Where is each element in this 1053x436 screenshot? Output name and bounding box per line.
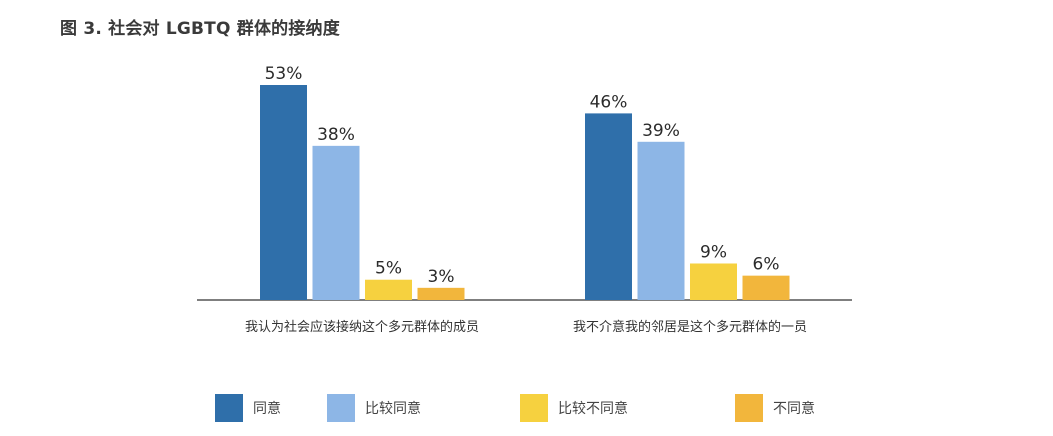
legend-item: 比较同意 [327, 393, 421, 423]
category-label: 我不介意我的邻居是这个多元群体的一员 [573, 319, 807, 335]
data-label: 38% [317, 125, 355, 145]
bar [365, 279, 412, 300]
data-label: 46% [590, 92, 628, 112]
data-label: 5% [375, 259, 402, 279]
data-label: 53% [265, 64, 303, 84]
legend-item: 比较不同意 [520, 393, 628, 423]
chart-title: 图 3. 社会对 LGBTQ 群体的接纳度 [60, 19, 340, 39]
legend-swatch [735, 394, 763, 422]
bar [312, 145, 360, 300]
bar [585, 113, 632, 300]
legend: 同意 比较同意 比较不同意 不同意 [0, 393, 1053, 423]
bar [260, 85, 307, 300]
bar [637, 141, 685, 300]
legend-item: 不同意 [735, 393, 815, 423]
legend-label: 不同意 [773, 401, 815, 417]
legend-item: 同意 [215, 393, 281, 423]
category-label: 我认为社会应该接纳这个多元群体的成员 [245, 319, 479, 335]
legend-swatch [520, 394, 548, 422]
bar [742, 275, 790, 300]
legend-label: 比较同意 [365, 401, 421, 417]
legend-swatch [327, 394, 355, 422]
legend-label: 同意 [253, 401, 281, 417]
legend-swatch [215, 394, 243, 422]
bar-chart: 53% 38% 5% 3% 我认为社会应该接纳这个多元群体的成员 46% 39% 9% 6% 我不… [197, 64, 852, 335]
legend-label: 比较不同意 [558, 401, 628, 417]
bar [690, 263, 737, 300]
data-label: 6% [753, 255, 780, 275]
data-label: 3% [428, 267, 455, 287]
data-label: 39% [642, 121, 680, 141]
bar [417, 287, 465, 300]
data-label: 9% [700, 242, 727, 262]
